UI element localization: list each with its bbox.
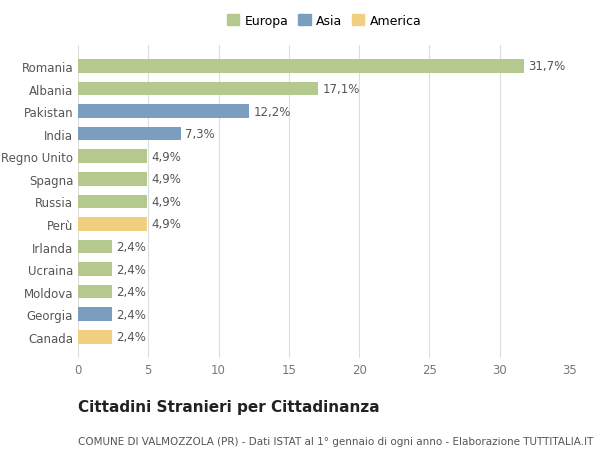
Bar bbox=[78, 285, 112, 299]
Text: 2,4%: 2,4% bbox=[116, 241, 146, 253]
Bar bbox=[78, 218, 147, 231]
Text: COMUNE DI VALMOZZOLA (PR) - Dati ISTAT al 1° gennaio di ogni anno - Elaborazione: COMUNE DI VALMOZZOLA (PR) - Dati ISTAT a… bbox=[78, 436, 593, 446]
Bar bbox=[78, 330, 112, 344]
Text: 4,9%: 4,9% bbox=[151, 151, 181, 163]
Text: 12,2%: 12,2% bbox=[254, 106, 291, 118]
Bar bbox=[78, 128, 181, 141]
Bar bbox=[78, 195, 147, 209]
Text: 4,9%: 4,9% bbox=[151, 218, 181, 231]
Bar bbox=[78, 308, 112, 321]
Bar bbox=[78, 150, 147, 164]
Bar bbox=[78, 240, 112, 254]
Text: 31,7%: 31,7% bbox=[528, 60, 565, 73]
Bar bbox=[78, 105, 250, 118]
Text: 17,1%: 17,1% bbox=[323, 83, 360, 96]
Text: 2,4%: 2,4% bbox=[116, 330, 146, 344]
Text: 4,9%: 4,9% bbox=[151, 173, 181, 186]
Text: Cittadini Stranieri per Cittadinanza: Cittadini Stranieri per Cittadinanza bbox=[78, 399, 380, 414]
Text: 4,9%: 4,9% bbox=[151, 196, 181, 208]
Text: 2,4%: 2,4% bbox=[116, 285, 146, 298]
Text: 2,4%: 2,4% bbox=[116, 263, 146, 276]
Text: 2,4%: 2,4% bbox=[116, 308, 146, 321]
Bar bbox=[78, 263, 112, 276]
Bar bbox=[78, 60, 524, 73]
Legend: Europa, Asia, America: Europa, Asia, America bbox=[227, 15, 421, 28]
Text: 7,3%: 7,3% bbox=[185, 128, 215, 141]
Bar bbox=[78, 83, 319, 96]
Bar bbox=[78, 173, 147, 186]
